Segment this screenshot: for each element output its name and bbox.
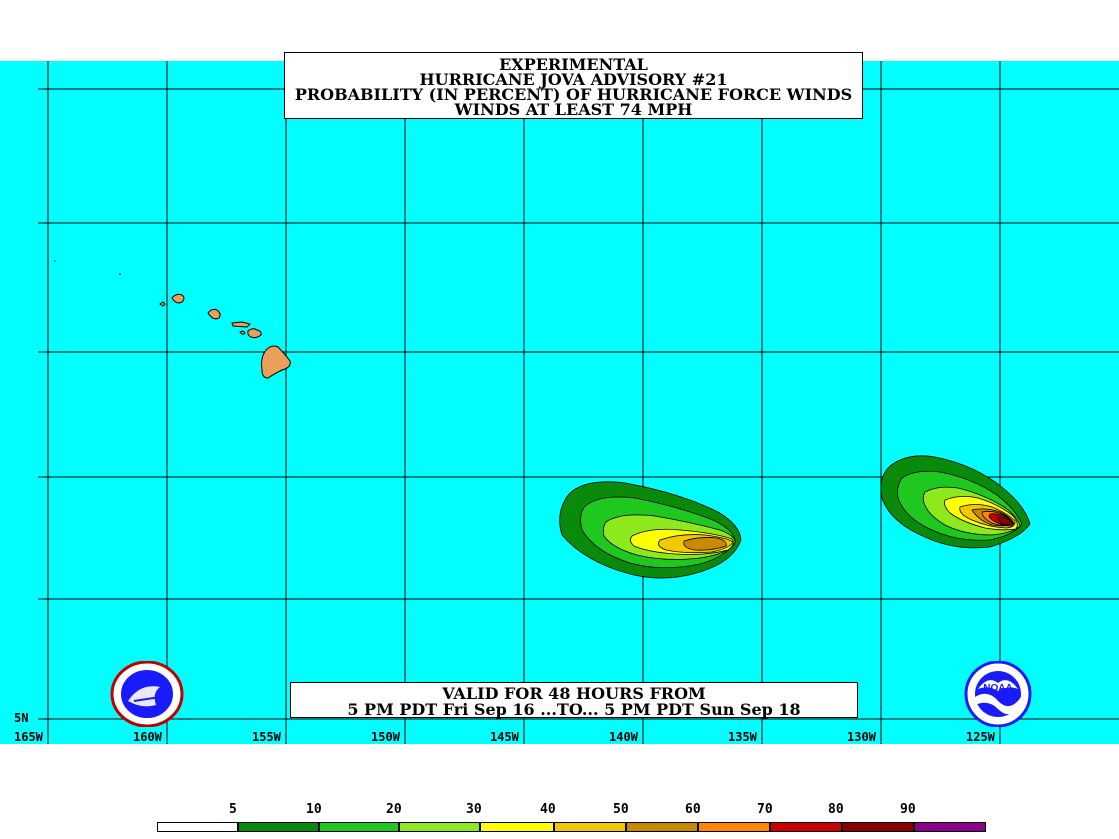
valid-time-box: VALID FOR 48 HOURS FROM 5 PM PDT Fri Sep…: [290, 682, 858, 718]
island-maui: [247, 328, 262, 339]
legend-swatch-20-30: [399, 822, 480, 832]
legend-swatch-10-20: [319, 822, 399, 832]
title-line-1: EXPERIMENTAL: [499, 55, 648, 74]
map-title-box: EXPERIMENTAL HURRICANE JOVA ADVISORY #21…: [284, 52, 863, 119]
legend-label-30: 30: [466, 802, 482, 817]
valid-line-1: VALID FOR 48 HOURS FROM: [442, 684, 706, 703]
title-line-2: HURRICANE JOVA ADVISORY #21: [419, 70, 728, 89]
island-hawaii: [261, 345, 291, 379]
lon-label-140w: 140W: [609, 730, 638, 744]
probability-area-east: [880, 455, 1031, 549]
noaa-logo-icon: NOAA: [964, 661, 1032, 727]
legend-label-60: 60: [685, 802, 701, 817]
contour-90-east: [997, 516, 1011, 526]
title-line-4: WINDS AT LEAST 74 MPH: [454, 100, 693, 119]
legend-swatch-60-70: [698, 822, 770, 832]
legend-swatch-70-80: [770, 822, 842, 832]
legend-label-20: 20: [386, 802, 402, 817]
island-niihau: [159, 301, 166, 307]
valid-line-2: 5 PM PDT Fri Sep 16 ...TO... 5 PM PDT Su…: [347, 700, 801, 719]
lon-label-145w: 145W: [490, 730, 519, 744]
legend-swatch-5-10: [238, 822, 319, 832]
lon-label-150w: 150W: [371, 730, 400, 744]
legend-swatch-0-5: [157, 822, 238, 832]
ocean-area: [0, 61, 1119, 744]
lon-label-165w: 165W: [14, 730, 43, 744]
lon-label-155w: 155W: [252, 730, 281, 744]
legend-label-5: 5: [229, 802, 237, 817]
lat-label-5n: 5N: [14, 711, 29, 725]
legend-swatch-50-60: [626, 822, 698, 832]
legend-label-10: 10: [306, 802, 322, 817]
title-line-3: PROBABILITY (IN PERCENT) OF HURRICANE FO…: [294, 85, 853, 104]
legend-swatch-40-50: [554, 822, 626, 832]
lon-label-160w: 160W: [133, 730, 162, 744]
legend-label-70: 70: [757, 802, 773, 817]
island-kauai: [171, 293, 185, 304]
hawaiian-islands: [54, 260, 291, 379]
legend-swatch-30-40: [480, 822, 554, 832]
lon-label-125w: 125W: [966, 730, 995, 744]
island-oahu: [207, 308, 221, 320]
legend-label-40: 40: [540, 802, 556, 817]
island-lanai: [239, 330, 246, 335]
noaa-logo-text: NOAA: [983, 683, 1012, 694]
legend-label-80: 80: [828, 802, 844, 817]
contour-60-west: [683, 537, 727, 551]
legend-label-90: 90: [900, 802, 916, 817]
lon-label-130w: 130W: [847, 730, 876, 744]
legend-swatch-80-90: [842, 822, 914, 832]
probability-area-west: [559, 481, 742, 579]
legend-label-50: 50: [613, 802, 629, 817]
legend-swatch-90-100: [914, 822, 986, 832]
island-molokai: [231, 321, 251, 328]
lon-label-135w: 135W: [728, 730, 757, 744]
nws-logo-icon: [110, 661, 184, 727]
